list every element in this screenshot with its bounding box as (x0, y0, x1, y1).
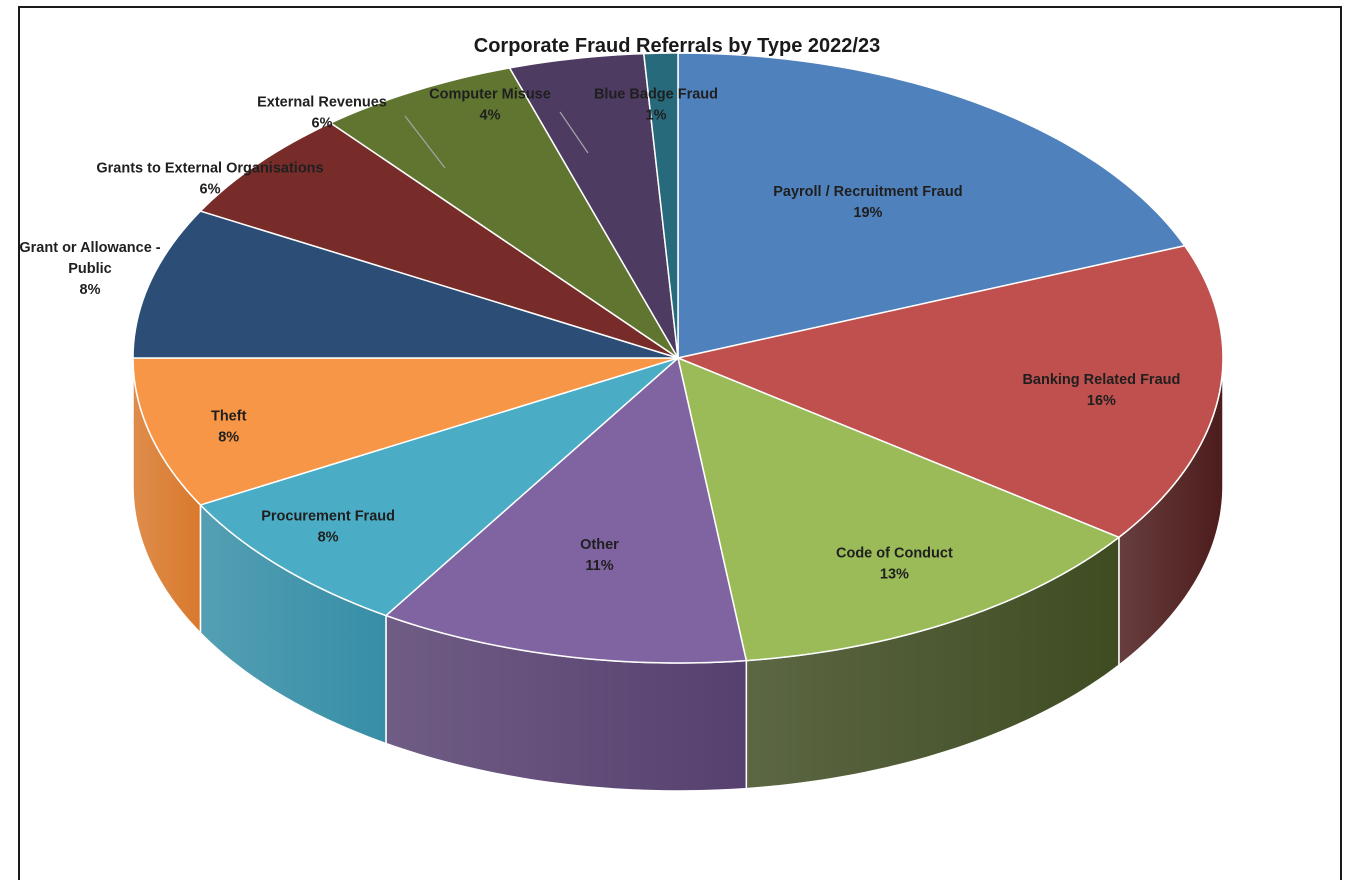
chart-frame: Corporate Fraud Referrals by Type 2022/2… (18, 6, 1342, 880)
pie-chart: Corporate Fraud Referrals by Type 2022/2… (20, 8, 1344, 882)
slice-label-grant-or-allowance-public: Grant or Allowance -Public 8% (20, 240, 161, 298)
pie-slices (133, 53, 1223, 663)
